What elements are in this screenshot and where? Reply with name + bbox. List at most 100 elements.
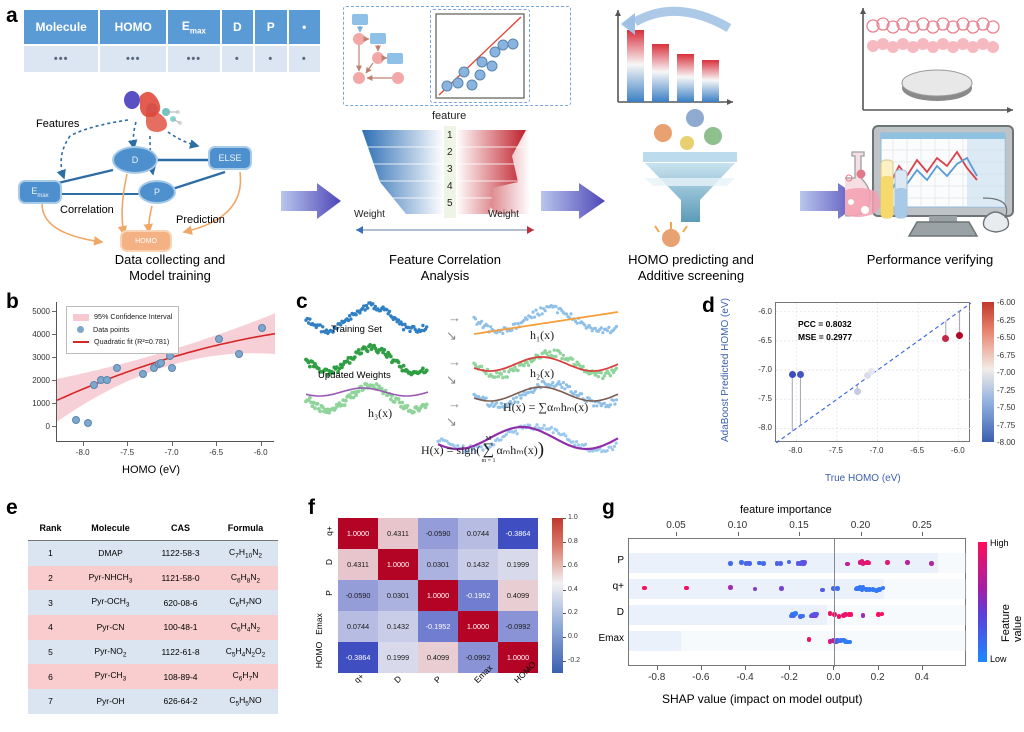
x-tick-label: -7.5: [823, 446, 849, 455]
shap-point: [642, 586, 647, 591]
y-tick-label: 0: [20, 422, 50, 431]
panel-g-label: g: [602, 496, 615, 520]
top-tick-label: 0.10: [726, 520, 750, 531]
col-formula: Formula: [213, 516, 278, 541]
cb-tick-label: -6.50: [997, 333, 1015, 342]
c-formula-h3: h₃(x): [368, 406, 392, 421]
shap-point: [802, 560, 807, 565]
cb-tick: [563, 542, 566, 543]
bottom-tick: [878, 666, 879, 670]
funnel-number-1: 1: [447, 130, 453, 141]
panel-g-plot-area: [628, 538, 966, 666]
c-arrow-3: →: [448, 354, 461, 369]
panel-g-xlabel: SHAP value (impact on model output): [662, 692, 863, 706]
shap-point: [684, 586, 689, 591]
cell-cas: 108-89-4: [148, 664, 213, 689]
cb-tick: [563, 566, 566, 567]
data-point: [797, 371, 804, 378]
heatmap-col-label: q+: [352, 671, 366, 685]
cb-tick: [563, 590, 566, 591]
shap-point: [905, 560, 910, 565]
feature-table-data-row: ••• ••• ••• • • •: [24, 46, 320, 72]
bottom-tick: [745, 666, 746, 670]
panel-a-caption-l2: Model training: [0, 268, 340, 284]
node-emax: Emax: [18, 180, 62, 204]
cell-formula: C6H8N2: [213, 566, 278, 591]
bottom-tick-label: -0.4: [733, 672, 757, 683]
cell-molecule: Pyr-CH3: [73, 664, 148, 689]
y-tick: [52, 334, 56, 335]
importance-bar: [629, 553, 938, 573]
panel-g-top-label: feature importance: [740, 504, 832, 516]
top-tick: [922, 532, 923, 536]
heatmap-cell: 0.0744: [338, 611, 378, 642]
panel-a-caption-l1: Data collecting and: [0, 252, 340, 268]
heatmap-cell: 0.1999: [378, 642, 418, 673]
zero-line: [834, 539, 835, 667]
shap-row-label: D: [582, 607, 624, 618]
points-swatch: [77, 326, 84, 333]
panel-d-ylabel: AdaBoost Predicted HOMO (eV): [720, 298, 731, 442]
y-tick-label: -7.5: [740, 394, 772, 403]
shap-point: [747, 561, 752, 566]
panel-c-adaboost: c Training Set Updated Weights h₃(x) h₁(…: [288, 288, 700, 488]
cell-more: •: [289, 46, 321, 72]
bottom-tick: [922, 666, 923, 670]
cell-molecule: Pyr-NHCH3: [73, 566, 148, 591]
node-d: D: [112, 146, 158, 174]
x-tick: [83, 442, 84, 446]
node-else-label: ELSE: [218, 153, 241, 163]
annotation-correlation: Correlation: [60, 204, 114, 216]
heatmap-row-label: Emax: [314, 609, 324, 639]
node-emax-label: Emax: [31, 186, 48, 199]
cb-tick-label: -7.75: [997, 421, 1015, 430]
x-tick-label: -6.5: [205, 448, 227, 457]
fit-swatch: [73, 341, 89, 343]
heatmap-cell: 0.1999: [498, 549, 538, 580]
c-sign-lower: m = 1: [481, 458, 495, 464]
cell-molecule: Pyr-OCH3: [73, 590, 148, 615]
cell-rank: 4: [28, 615, 73, 640]
mid1-caption-l1: Feature Correlation: [340, 252, 550, 268]
x-tick-label: -8.0: [72, 448, 94, 457]
cell-rank: 1: [28, 541, 73, 566]
heatmap-cell: 1.0000: [418, 580, 458, 611]
cb-tick-label: -0.2: [568, 657, 580, 664]
heatmap-cell: 0.1432: [378, 611, 418, 642]
c-formula-h1: h₁(x): [530, 328, 554, 343]
heatmap-cell: 0.4311: [378, 518, 418, 549]
y-tick: [52, 426, 56, 427]
molecule-icon: [124, 91, 182, 132]
heatmap-colorbar: [552, 518, 563, 673]
data-point: [789, 371, 796, 378]
cb-tick-label: -6.25: [997, 316, 1015, 325]
top-tick: [738, 532, 739, 536]
x-tick-label: -7.0: [161, 448, 183, 457]
c-sign-sigma: ∑: [483, 442, 494, 458]
heatmap-cell: 1.0000: [338, 518, 378, 549]
y-tick-label: -6.0: [740, 307, 772, 316]
funnel-number-5: 5: [447, 198, 453, 209]
cell-formula: C6H4N2: [213, 615, 278, 640]
data-point: [157, 359, 165, 367]
shap-colorbar: [978, 542, 987, 662]
cell-formula: C6H7N: [213, 664, 278, 689]
shap-colorbar-label: Feature value: [1000, 604, 1024, 642]
flow-arrow-1: [541, 183, 607, 225]
bottom-tick: [833, 666, 834, 670]
ci-swatch: [73, 314, 89, 321]
x-tick-label: -7.5: [116, 448, 138, 457]
col-molecule: Molecule: [24, 10, 98, 44]
panel-b-legend: 95% Confidence Interval Data points Quad…: [66, 306, 179, 354]
panel-b-xlabel: HOMO (eV): [122, 464, 180, 476]
heatmap-cell: 0.4311: [338, 549, 378, 580]
heatmap-cell: -0.1952: [458, 580, 498, 611]
col-p: P: [255, 10, 286, 44]
data-point: [854, 388, 861, 395]
correlation-network-icon: [340, 0, 580, 110]
c-label-updated-weights: Updated Weights: [318, 370, 391, 381]
heatmap-col-label: D: [392, 674, 403, 685]
panel-mid3-caption: Performance verifying: [835, 252, 1024, 268]
cell-rank: 5: [28, 640, 73, 665]
panel-homo-predicting: HOMO predicting and Additive screening: [605, 0, 805, 285]
